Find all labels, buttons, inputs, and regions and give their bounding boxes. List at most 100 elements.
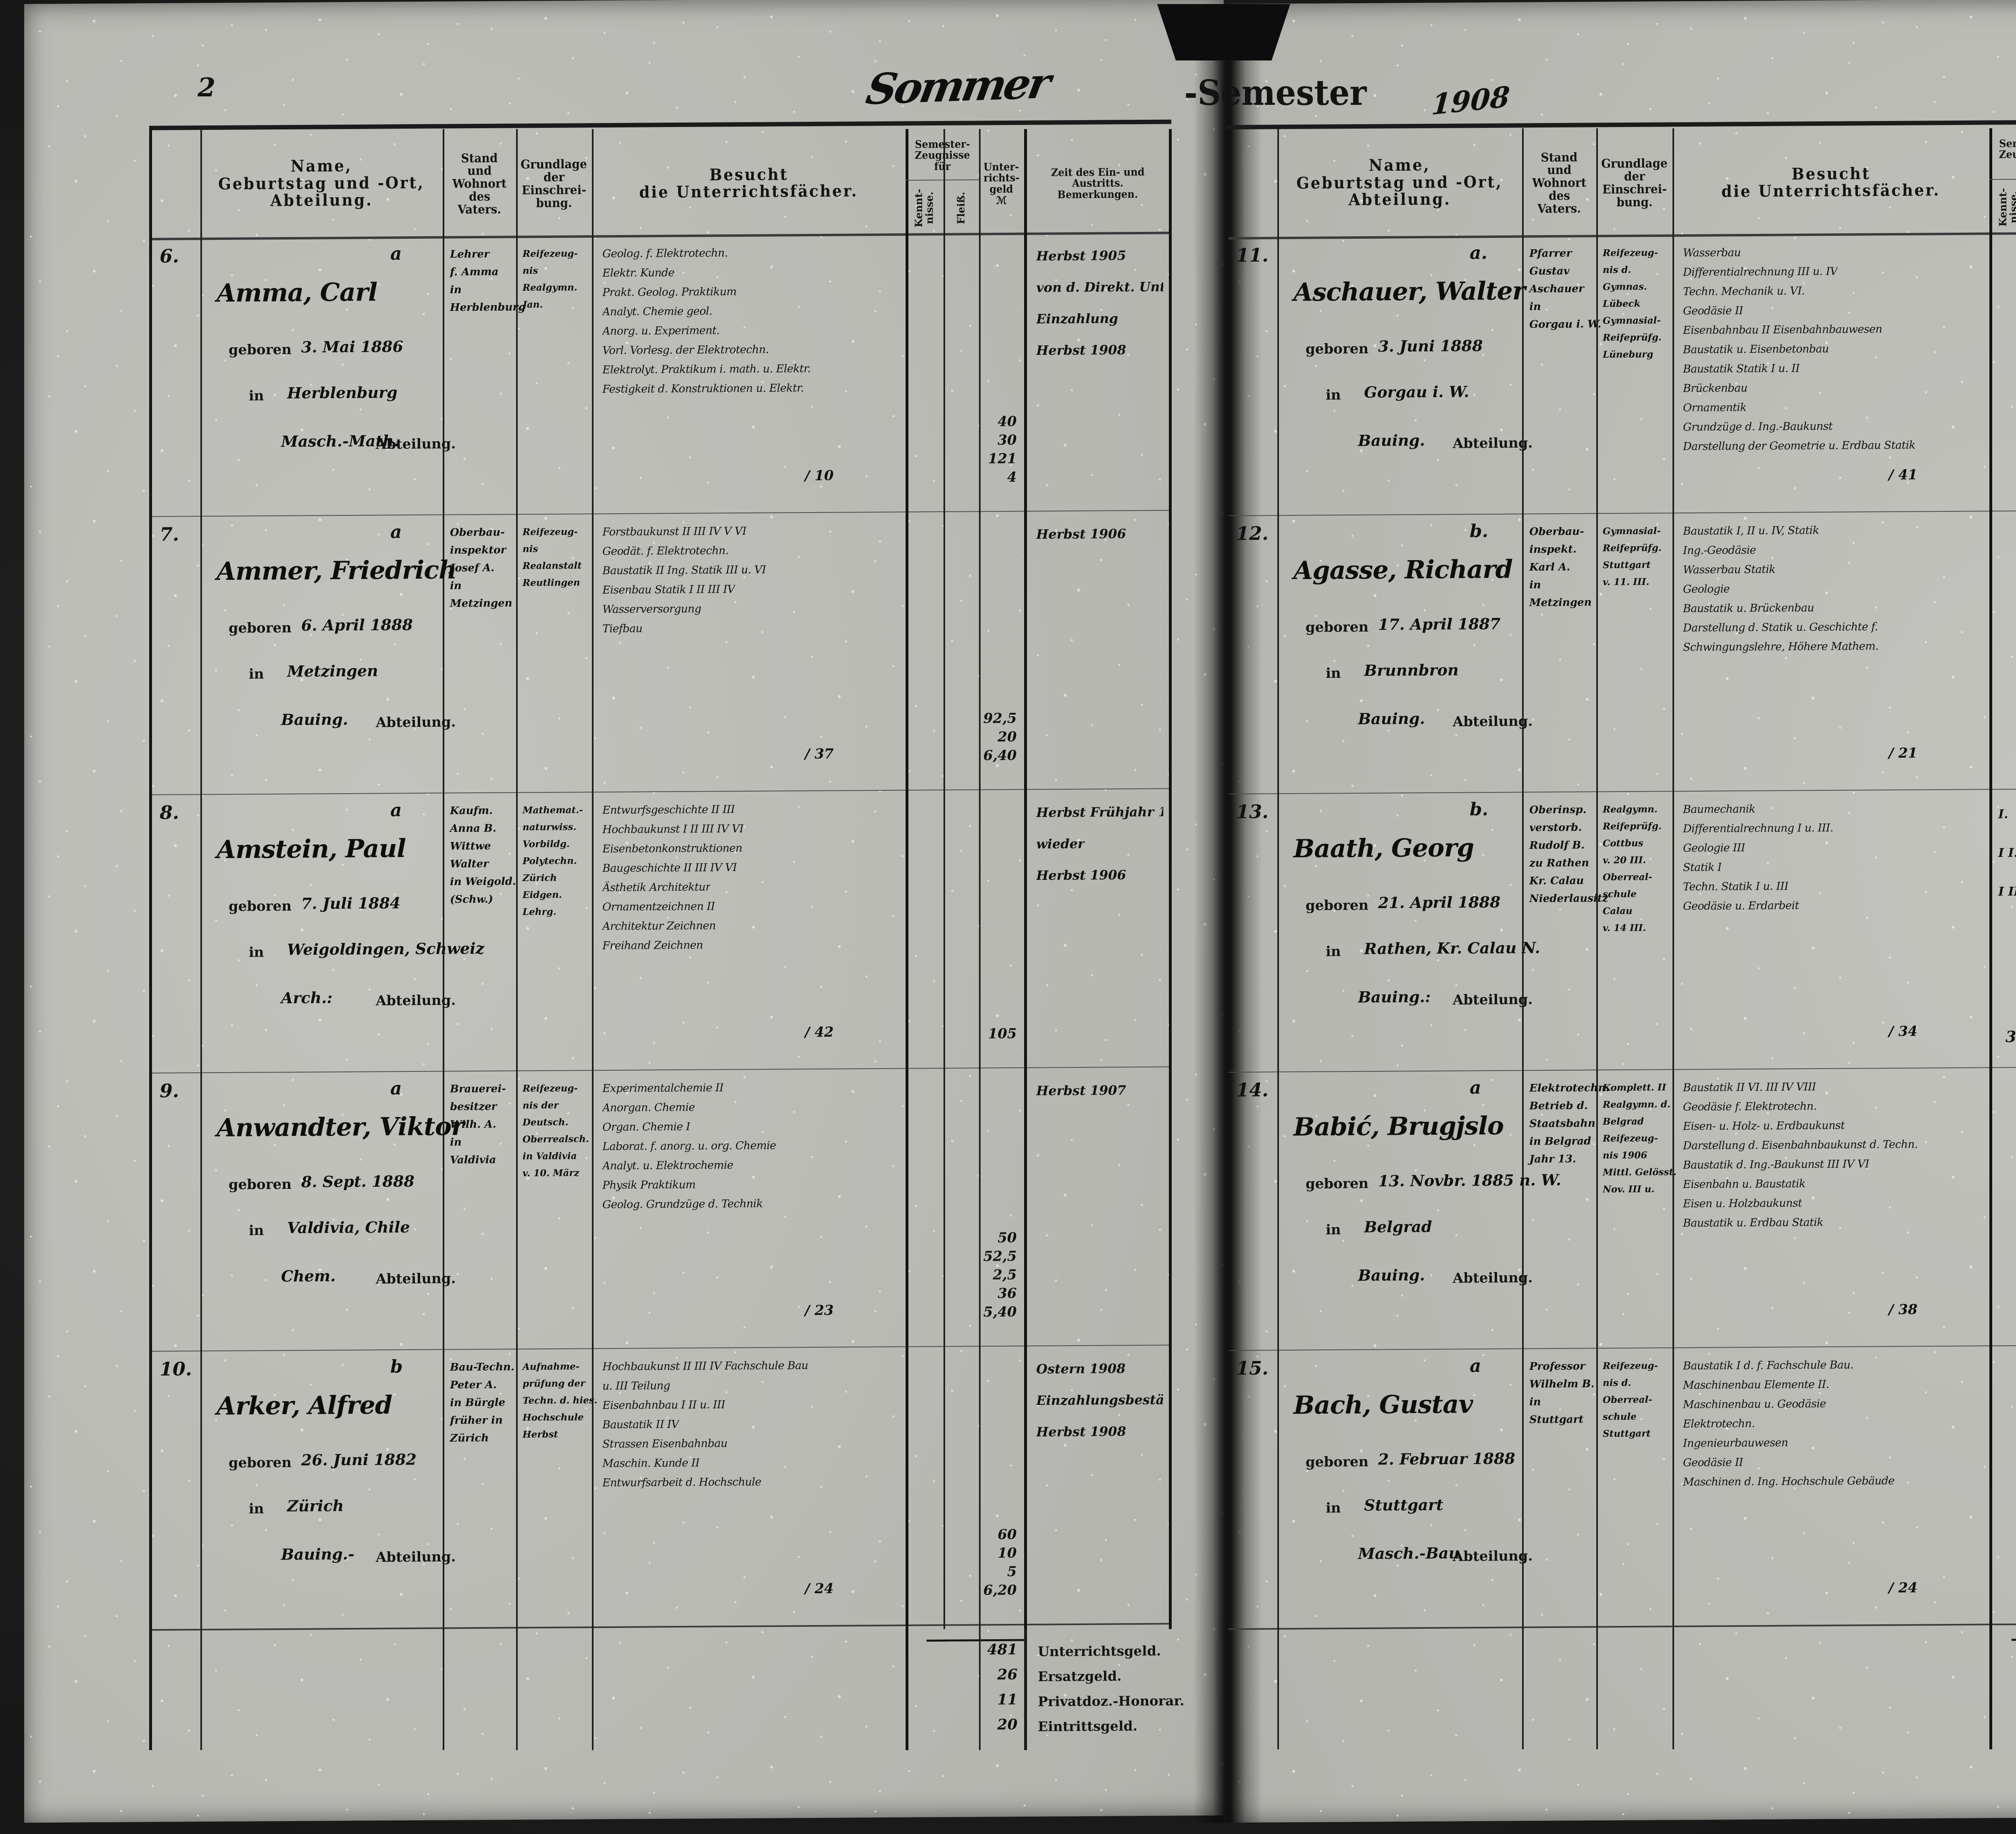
- division-label-R-0: Abteilung.: [1453, 435, 1533, 452]
- row-number-L-2: 8.: [160, 802, 179, 823]
- birth-place-R-1: Brunnbron: [1364, 661, 1459, 679]
- column-divider-R-3: [1596, 128, 1598, 1749]
- row-number-R-0: 11.: [1236, 244, 1268, 266]
- born-label-R-0: geboren: [1306, 341, 1368, 357]
- birth-place-L-2: Weigoldingen, Schweiz: [287, 939, 484, 959]
- header-kenntnisse-R: Kennt-nisse.: [1989, 180, 2016, 234]
- basis-line-R-2-7: v. 14 III.: [1603, 922, 1646, 934]
- born-label-R-4: geboren: [1306, 1454, 1368, 1470]
- student-name-R-4: Bach, Gustav: [1293, 1389, 1472, 1420]
- header-remarks-L-line-2: Austritts.: [1072, 178, 1123, 190]
- basis-line-R-2-1: Reifeprüfg.: [1603, 821, 1662, 832]
- extra-mark-R-2: 3: [2006, 1027, 2016, 1046]
- header-remarks-L-line-1: Zeit des Ein- und: [1051, 167, 1145, 179]
- footer-total-value-L-2: 11: [981, 1691, 1018, 1708]
- subject-count-L-1: / 37: [805, 746, 834, 762]
- birth-date-R-3: 13. Novbr. 1885 n. W.: [1378, 1171, 1561, 1190]
- division-label-R-4: Abteilung.: [1453, 1548, 1533, 1565]
- row-section-letter-L-3: a: [390, 1078, 402, 1099]
- subject-line-R-1-3: Geologie: [1683, 583, 1730, 596]
- division-label-L-3: Abteilung.: [376, 1271, 456, 1287]
- fee-value-L-3-4: 5,40: [979, 1304, 1017, 1320]
- header-subjects-L: Besucht die Unterrichtsfächer.: [592, 131, 906, 236]
- basis-line-L-3-0: Reifezeug-: [523, 1083, 578, 1094]
- subject-line-L-1-5: Tiefbau: [602, 622, 642, 635]
- birth-place-L-0: Herblenburg: [287, 383, 398, 402]
- basis-line-L-2-5: Eidgen.: [523, 889, 562, 900]
- subject-count-R-2: / 34: [1889, 1023, 1918, 1040]
- division-label-R-3: Abteilung.: [1453, 1270, 1533, 1286]
- basis-line-R-4-0: Reifezeug-: [1603, 1360, 1658, 1371]
- subject-line-R-4-4: Ingenieurbauwesen: [1683, 1436, 1788, 1450]
- father-line-L-1-0: Oberbau-: [450, 526, 505, 539]
- subject-line-L-1-1: Geodät. f. Elektrotechn.: [602, 544, 729, 558]
- division-label-R-1: Abteilung.: [1453, 713, 1533, 730]
- year-handwritten: 1908: [1431, 79, 1511, 121]
- father-line-L-4-2: in Bürgle: [450, 1396, 505, 1409]
- place-label-L-2: in: [249, 944, 264, 961]
- footer-total-value-L-0: 481: [981, 1641, 1018, 1658]
- basis-line-L-0-1: nis: [523, 265, 538, 276]
- birth-place-L-4: Zürich: [287, 1496, 344, 1515]
- remark-line-L-4-1: Einzahlungsbestätg.: [1036, 1392, 1163, 1408]
- basis-line-L-2-1: naturwiss.: [523, 821, 577, 833]
- basis-line-L-4-3: Hochschule: [523, 1412, 584, 1423]
- header-name-R-line-2: Geburtstag und -Ort,: [1297, 173, 1503, 192]
- row-section-letter-L-1: a: [390, 522, 402, 542]
- subject-line-L-0-4: Anorg. u. Experiment.: [602, 324, 720, 338]
- division-label-L-0: Abteilung.: [376, 436, 456, 452]
- footer-total-label-L-2: Privatdoz.-Honorar.: [1038, 1693, 1184, 1709]
- father-line-R-3-0: Elektrotechn.: [1529, 1082, 1610, 1094]
- division-label-L-1: Abteilung.: [376, 714, 456, 731]
- student-name-L-1: Ammer, Friedrich: [217, 555, 456, 586]
- father-line-L-2-4: in Weigold.: [450, 875, 516, 888]
- father-line-L-0-3: Herblenburg: [450, 301, 525, 314]
- fee-value-L-0-0: 40: [979, 413, 1017, 430]
- fee-value-L-3-3: 36: [979, 1285, 1017, 1302]
- fee-value-L-1-1: 20: [979, 729, 1017, 745]
- subject-line-L-4-6: Entwurfsarbeit d. Hochschule: [602, 1476, 761, 1489]
- header-father-L-line-2: und: [467, 165, 492, 178]
- book-spine-top: [1157, 4, 1290, 60]
- column-divider-L-1: [200, 129, 202, 1750]
- basis-line-L-3-5: v. 10. März: [523, 1167, 579, 1179]
- father-line-R-3-3: in Belgrad: [1529, 1135, 1591, 1148]
- row-section-letter-R-1: b.: [1470, 521, 1488, 542]
- father-line-L-3-3: in: [450, 1136, 462, 1148]
- subject-line-R-0-7: Brückenbau: [1683, 382, 1747, 395]
- fee-value-L-3-2: 2,5: [979, 1267, 1017, 1283]
- header-fee-L-line-4: ℳ: [996, 195, 1007, 206]
- father-line-L-3-2: Wilh. A.: [450, 1118, 496, 1131]
- subject-line-L-0-5: Vorl. Vorlesg. der Elektrotechn.: [602, 343, 769, 357]
- birth-place-R-0: Gorgau i. W.: [1364, 382, 1469, 401]
- fee-value-L-0-3: 4: [979, 469, 1017, 486]
- header-certificates-R-line-1: Semester-: [1999, 138, 2016, 150]
- basis-line-R-0-1: nis d.: [1603, 265, 1631, 275]
- subject-line-R-1-0: Baustatik I, II u. IV, Statik: [1683, 524, 1819, 538]
- remark-line-L-0-0: Herbst 1905: [1036, 248, 1126, 264]
- father-line-L-0-1: f. Amma: [450, 266, 498, 278]
- header-kenntnisse-L: Kennt-nisse.: [906, 181, 943, 235]
- father-line-L-4-1: Peter A.: [450, 1379, 497, 1391]
- column-divider-L-3: [516, 129, 518, 1750]
- birth-place-L-3: Valdivia, Chile: [287, 1218, 410, 1237]
- subject-line-R-0-8: Ornamentik: [1683, 401, 1746, 414]
- header-fleiss-label-L: Fleiß.: [956, 192, 967, 224]
- subject-line-L-2-0: Entwurfsgeschichte II III: [602, 803, 735, 817]
- footer-total-rule-R: [2012, 1638, 2016, 1641]
- fee-value-L-3-1: 52,5: [979, 1248, 1017, 1265]
- father-line-R-2-0: Oberinsp.: [1529, 804, 1587, 816]
- father-line-L-3-0: Brauerei-: [450, 1083, 506, 1095]
- basis-line-L-3-4: in Valdivia: [523, 1150, 577, 1162]
- subject-line-L-3-6: Geolog. Grundzüge d. Technik: [602, 1198, 763, 1211]
- father-line-R-1-1: inspekt.: [1529, 543, 1577, 556]
- basis-line-R-3-3: Reifezeug-: [1603, 1133, 1658, 1144]
- father-line-R-3-4: Jahr 13.: [1529, 1153, 1576, 1165]
- subject-line-R-3-6: Eisen u. Holzbaukunst: [1683, 1197, 1802, 1210]
- subject-count-R-4: / 24: [1889, 1580, 1918, 1596]
- place-label-L-1: in: [249, 666, 264, 682]
- column-divider-R-1: [1277, 128, 1279, 1749]
- subject-line-L-0-0: Geolog. f. Elektrotechn.: [602, 247, 728, 260]
- father-line-L-1-2: Josef A.: [450, 562, 494, 574]
- birth-place-R-3: Belgrad: [1364, 1217, 1432, 1236]
